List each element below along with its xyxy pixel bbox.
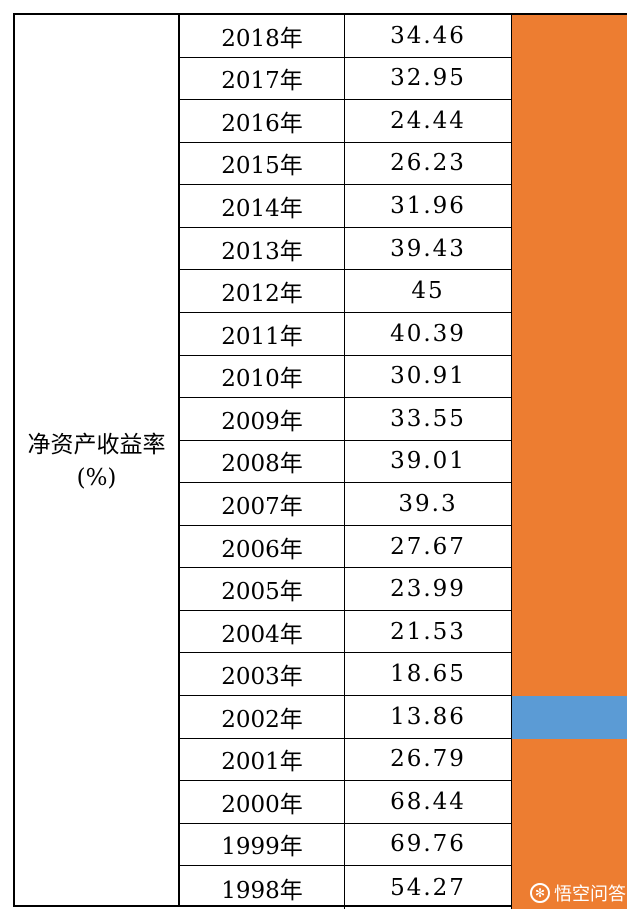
color-indicator-segment bbox=[512, 781, 627, 824]
color-indicator-segment bbox=[512, 57, 627, 101]
year-cell: 2007年 bbox=[180, 483, 345, 525]
metric-label-cell: 净资产收益率(%) bbox=[15, 15, 180, 905]
year-cell: 2005年 bbox=[180, 568, 345, 610]
table-row: 2001年 26.79 bbox=[180, 738, 512, 782]
color-indicator-segment bbox=[512, 185, 627, 228]
table-row: 2018年 34.46 bbox=[180, 15, 512, 58]
table-row: 2013年 39.43 bbox=[180, 227, 512, 271]
roe-table: 净资产收益率(%) 2018年 34.46 2017年 32.95 2016年 24.44… bbox=[13, 13, 627, 909]
table-row: 2015年 26.23 bbox=[180, 142, 512, 186]
metric-label: 净资产收益率(%) bbox=[27, 432, 166, 491]
year-cell: 2006年 bbox=[180, 525, 345, 568]
value-cell: 40.39 bbox=[345, 312, 512, 355]
value-cell: 39.3 bbox=[345, 483, 512, 525]
table-row: 2011年 40.39 bbox=[180, 312, 512, 356]
year-cell: 2018年 bbox=[180, 15, 345, 57]
value-cell: 34.46 bbox=[345, 15, 512, 57]
table-row: 2003年 18.65 bbox=[180, 653, 512, 696]
color-indicator-segment bbox=[512, 312, 627, 356]
table-row: 2000年 68.44 bbox=[180, 781, 512, 824]
table-row: 2014年 31.96 bbox=[180, 185, 512, 228]
value-cell: 68.44 bbox=[345, 781, 512, 823]
color-indicator-segment bbox=[512, 440, 627, 484]
table-row: 2002年 13.86 bbox=[180, 696, 512, 739]
color-indicator-segment bbox=[512, 653, 627, 696]
value-cell: 54.27 bbox=[345, 866, 512, 909]
color-indicator-segment bbox=[512, 525, 627, 569]
color-indicator-segment bbox=[512, 398, 627, 441]
table-row: 2017年 32.95 bbox=[180, 57, 512, 101]
color-indicator-segment bbox=[512, 823, 627, 867]
value-cell: 18.65 bbox=[345, 653, 512, 695]
value-cell: 45 bbox=[345, 270, 512, 312]
table-row: 2004年 21.53 bbox=[180, 610, 512, 654]
year-cell: 2000年 bbox=[180, 781, 345, 823]
value-cell: 39.01 bbox=[345, 440, 512, 483]
year-cell: 2014年 bbox=[180, 185, 345, 227]
year-cell: 1999年 bbox=[180, 823, 345, 866]
color-indicator-segment bbox=[512, 142, 627, 186]
color-indicator-segment bbox=[512, 738, 627, 782]
table-body: 2018年 34.46 2017年 32.95 2016年 24.44 2015年 26.23… bbox=[180, 15, 512, 909]
color-indicator-segment bbox=[512, 100, 627, 143]
year-cell: 2013年 bbox=[180, 227, 345, 270]
color-indicator-segment bbox=[512, 483, 627, 526]
value-cell: 26.23 bbox=[345, 142, 512, 185]
table-row: 2006年 27.67 bbox=[180, 525, 512, 569]
year-cell: 2015年 bbox=[180, 142, 345, 185]
year-cell: 2012年 bbox=[180, 270, 345, 312]
color-indicator-segment bbox=[512, 270, 627, 313]
table-row: 2008年 39.01 bbox=[180, 440, 512, 484]
table-row: 2007年 39.3 bbox=[180, 483, 512, 526]
year-cell: 2002年 bbox=[180, 696, 345, 738]
color-indicator-column bbox=[512, 15, 627, 909]
value-cell: 69.76 bbox=[345, 823, 512, 866]
color-indicator-segment bbox=[512, 568, 627, 611]
value-cell: 32.95 bbox=[345, 57, 512, 100]
value-cell: 31.96 bbox=[345, 185, 512, 227]
table-row: 2016年 24.44 bbox=[180, 100, 512, 143]
year-cell: 2011年 bbox=[180, 312, 345, 355]
value-cell: 39.43 bbox=[345, 227, 512, 270]
year-cell: 2008年 bbox=[180, 440, 345, 483]
year-cell: 1998年 bbox=[180, 866, 345, 909]
value-cell: 23.99 bbox=[345, 568, 512, 610]
value-cell: 24.44 bbox=[345, 100, 512, 142]
table-row: 2005年 23.99 bbox=[180, 568, 512, 611]
watermark-text: 悟空问答 bbox=[554, 884, 626, 905]
year-cell: 2009年 bbox=[180, 398, 345, 440]
color-indicator-segment bbox=[512, 227, 627, 271]
color-indicator-segment bbox=[512, 15, 627, 58]
year-cell: 2017年 bbox=[180, 57, 345, 100]
table-row: 2012年 45 bbox=[180, 270, 512, 313]
value-cell: 33.55 bbox=[345, 398, 512, 440]
value-cell: 26.79 bbox=[345, 738, 512, 781]
table-row: 2010年 30.91 bbox=[180, 355, 512, 399]
value-cell: 21.53 bbox=[345, 610, 512, 653]
table-row: 1998年 54.27 bbox=[180, 866, 512, 909]
year-cell: 2010年 bbox=[180, 355, 345, 398]
table-row: 1999年 69.76 bbox=[180, 823, 512, 867]
table-row: 2009年 33.55 bbox=[180, 398, 512, 441]
value-cell: 27.67 bbox=[345, 525, 512, 568]
wukong-logo-icon: ✻ bbox=[530, 883, 550, 903]
value-cell: 13.86 bbox=[345, 696, 512, 738]
year-cell: 2003年 bbox=[180, 653, 345, 695]
color-indicator-segment bbox=[512, 696, 627, 739]
color-indicator-segment bbox=[512, 355, 627, 399]
year-cell: 2016年 bbox=[180, 100, 345, 142]
year-cell: 2004年 bbox=[180, 610, 345, 653]
value-cell: 30.91 bbox=[345, 355, 512, 398]
year-cell: 2001年 bbox=[180, 738, 345, 781]
color-indicator-segment bbox=[512, 610, 627, 654]
watermark: ✻ 悟空问答 bbox=[530, 880, 626, 906]
